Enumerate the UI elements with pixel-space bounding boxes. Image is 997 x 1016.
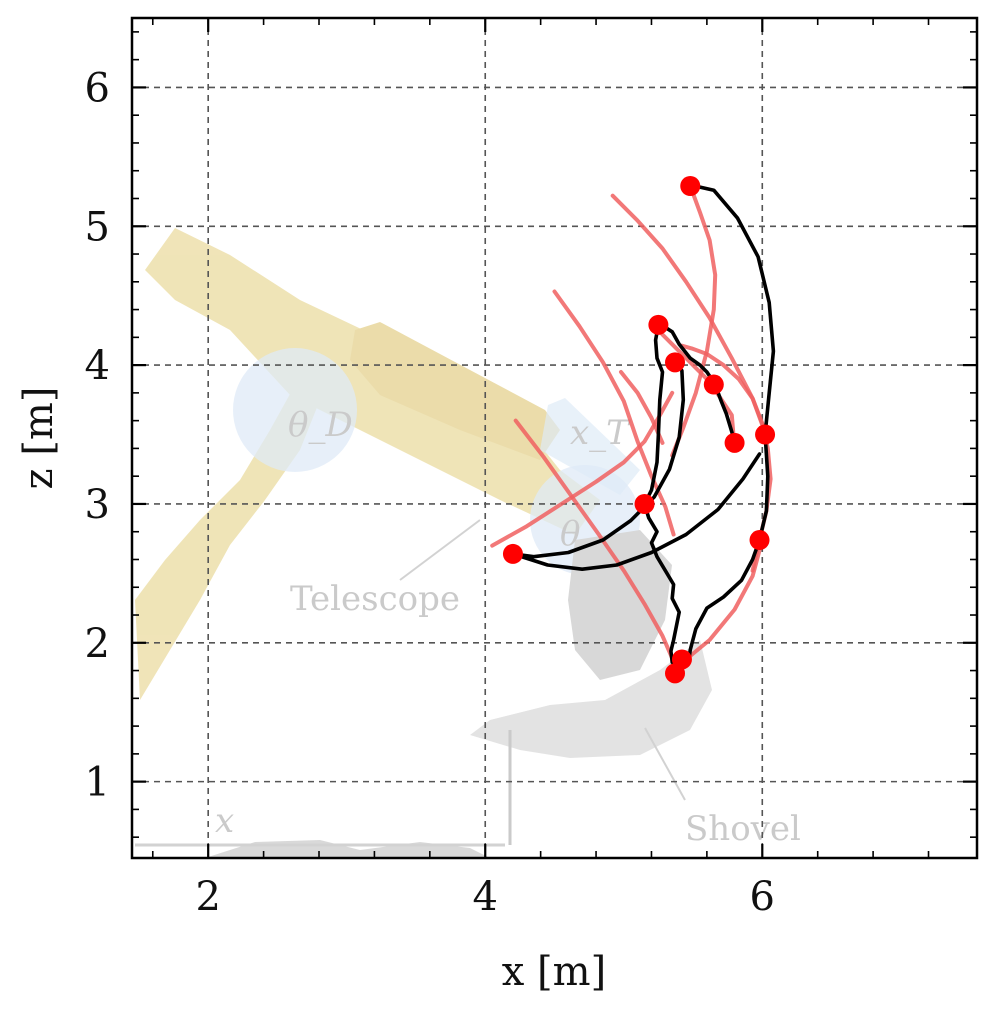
x-tick-label: 6 — [750, 874, 775, 920]
theta-d-arc — [233, 348, 357, 472]
bg-label-x: x — [215, 801, 234, 841]
measured-series-group — [511, 182, 776, 664]
y-tick-label: 1 — [85, 760, 110, 806]
reference-series-group — [490, 184, 773, 670]
y-axis-label: z [m] — [16, 387, 62, 490]
telescope-shape — [350, 322, 560, 460]
bg-label-xt: x_T — [570, 413, 631, 453]
measured-trajectory-0 — [687, 182, 776, 662]
reference-trajectory-4 — [670, 184, 718, 458]
waypoint-marker-8 — [749, 530, 770, 551]
base-shape — [205, 840, 490, 858]
measured-trajectory-2 — [642, 323, 681, 664]
plot-frame — [130, 16, 979, 860]
reference-trajectory-6 — [610, 193, 770, 443]
reference-trajectory-8 — [490, 390, 675, 548]
x-tick-label: 4 — [473, 874, 498, 920]
waypoint-marker-3 — [703, 374, 724, 395]
waypoint-marker-7 — [502, 543, 523, 564]
y-tick-label: 6 — [85, 65, 110, 111]
tick-labels: 2 4 6 1 2 3 4 5 6 — [85, 65, 775, 920]
measured-trajectory-1 — [659, 323, 737, 445]
bg-label-theta-d: θ_D — [288, 405, 353, 445]
waypoint-marker-5 — [755, 424, 776, 445]
shovel-leader-line — [644, 727, 686, 801]
y-tick-label: 2 — [85, 621, 110, 667]
bg-label-theta: θ — [560, 514, 580, 554]
waypoint-marker-1 — [648, 314, 669, 335]
reference-trajectory-10 — [677, 538, 765, 667]
y-tick-label: 4 — [85, 343, 110, 389]
reference-trajectory-9 — [513, 418, 679, 670]
waypoint-marker-6 — [634, 493, 655, 514]
bg-label-shovel: Shovel — [685, 809, 801, 849]
reference-trajectory-7 — [552, 289, 676, 537]
excavator-background-illustration: Telescope Shovel x θ_D x_T θ — [135, 228, 801, 858]
measured-trajectory-3 — [511, 360, 762, 571]
y-tick-label: 5 — [85, 204, 110, 250]
y-tick-label: 3 — [85, 482, 110, 528]
bg-label-telescope: Telescope — [290, 579, 460, 619]
x-tick-label: 2 — [195, 874, 220, 920]
waypoint-marker-10 — [665, 663, 686, 684]
waypoint-marker-0 — [680, 176, 701, 196]
shovel-shape — [470, 640, 712, 758]
telescope-leader-line — [399, 519, 481, 581]
x-axis-label: x [m] — [502, 949, 606, 995]
waypoint-marker-4 — [724, 432, 745, 453]
waypoint-markers — [502, 176, 776, 684]
waypoint-marker-2 — [665, 352, 686, 373]
